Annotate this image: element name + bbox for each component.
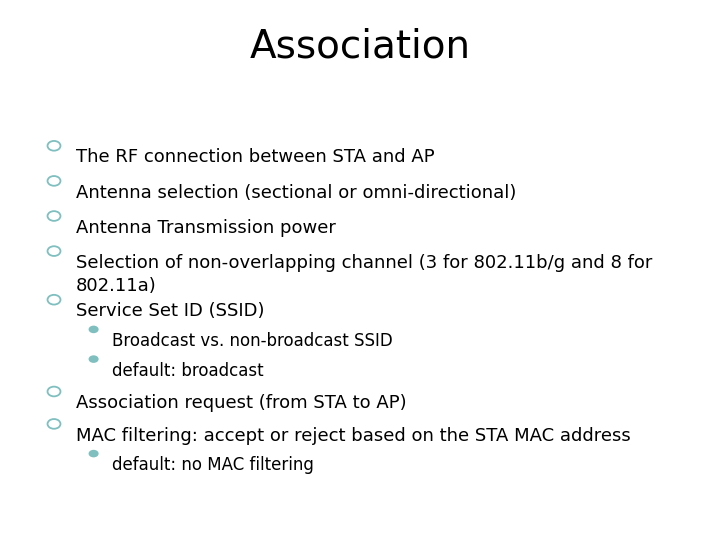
Text: Antenna Transmission power: Antenna Transmission power bbox=[76, 219, 336, 237]
Circle shape bbox=[89, 326, 99, 333]
Text: The RF connection between STA and AP: The RF connection between STA and AP bbox=[76, 148, 434, 166]
Circle shape bbox=[89, 355, 99, 363]
Text: Broadcast vs. non-broadcast SSID: Broadcast vs. non-broadcast SSID bbox=[112, 332, 392, 350]
Circle shape bbox=[89, 450, 99, 457]
Text: Antenna selection (sectional or omni-directional): Antenna selection (sectional or omni-dir… bbox=[76, 184, 516, 201]
Text: default: no MAC filtering: default: no MAC filtering bbox=[112, 456, 313, 474]
Text: default: broadcast: default: broadcast bbox=[112, 362, 264, 380]
Text: Selection of non-overlapping channel (3 for 802.11b/g and 8 for
802.11a): Selection of non-overlapping channel (3 … bbox=[76, 254, 652, 295]
Text: Association request (from STA to AP): Association request (from STA to AP) bbox=[76, 394, 406, 412]
Text: MAC filtering: accept or reject based on the STA MAC address: MAC filtering: accept or reject based on… bbox=[76, 427, 630, 444]
Text: Service Set ID (SSID): Service Set ID (SSID) bbox=[76, 302, 264, 320]
Text: Association: Association bbox=[250, 27, 470, 65]
